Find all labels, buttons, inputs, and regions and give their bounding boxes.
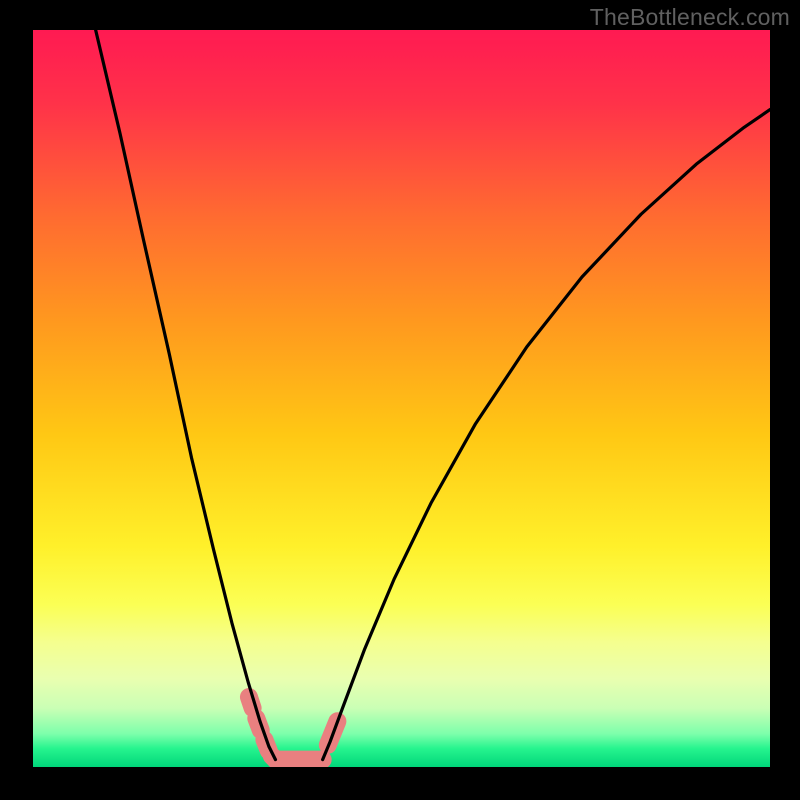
chart-svg [33, 30, 770, 767]
chart-frame: TheBottleneck.com [0, 0, 800, 800]
watermark-text: TheBottleneck.com [590, 4, 790, 31]
gradient-background [33, 30, 770, 767]
plot-area [33, 30, 770, 767]
